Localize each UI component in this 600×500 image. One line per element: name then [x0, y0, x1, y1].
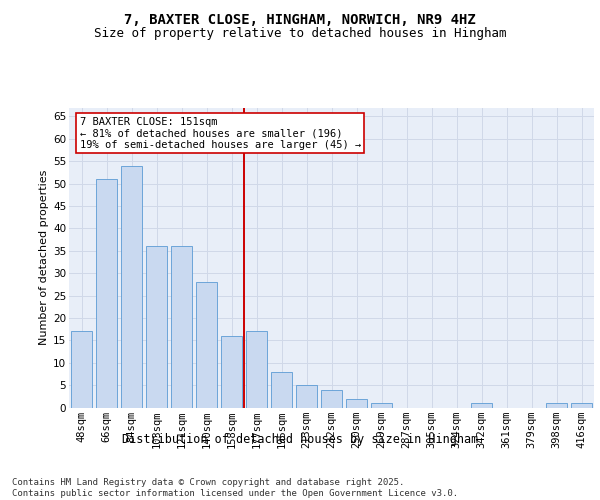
Bar [96, 179, 117, 408]
Bar [546, 403, 567, 407]
Bar [221, 336, 242, 407]
Bar [571, 403, 592, 407]
Y-axis label: Number of detached properties: Number of detached properties [39, 170, 49, 345]
Text: Distribution of detached houses by size in Hingham: Distribution of detached houses by size … [122, 432, 478, 446]
Text: Contains HM Land Registry data © Crown copyright and database right 2025.
Contai: Contains HM Land Registry data © Crown c… [12, 478, 458, 498]
Bar [196, 282, 217, 408]
Bar [296, 385, 317, 407]
Bar [471, 403, 492, 407]
Bar [246, 332, 267, 407]
Text: Size of property relative to detached houses in Hingham: Size of property relative to detached ho… [94, 28, 506, 40]
Bar [321, 390, 342, 407]
Bar [346, 398, 367, 407]
Bar [121, 166, 142, 408]
Bar [271, 372, 292, 408]
Text: 7, BAXTER CLOSE, HINGHAM, NORWICH, NR9 4HZ: 7, BAXTER CLOSE, HINGHAM, NORWICH, NR9 4… [124, 12, 476, 26]
Text: 7 BAXTER CLOSE: 151sqm
← 81% of detached houses are smaller (196)
19% of semi-de: 7 BAXTER CLOSE: 151sqm ← 81% of detached… [79, 116, 361, 150]
Bar [371, 403, 392, 407]
Bar [146, 246, 167, 408]
Bar [71, 332, 92, 407]
Bar [171, 246, 192, 408]
